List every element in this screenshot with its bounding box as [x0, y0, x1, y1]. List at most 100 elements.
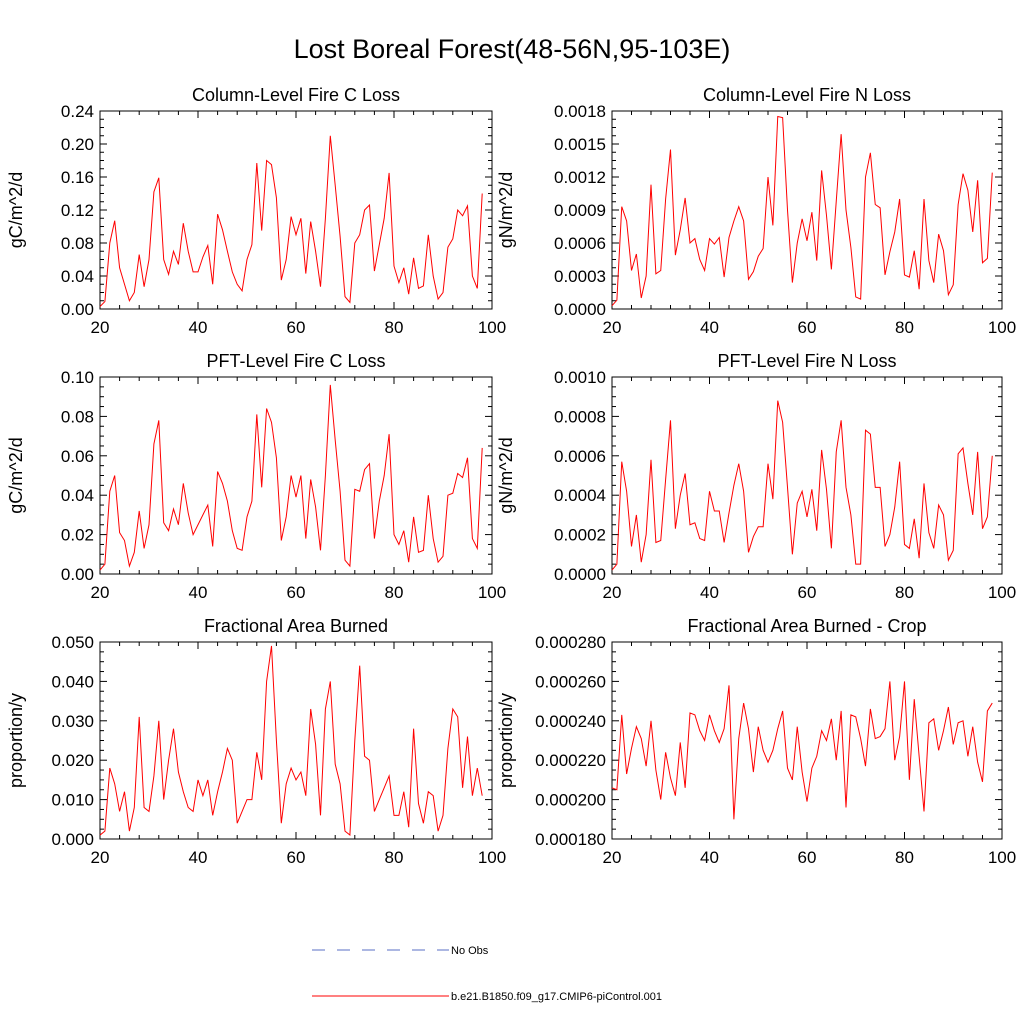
- chart-title: Fractional Area Burned - Crop: [687, 616, 926, 636]
- y-tick-label: 0.000260: [535, 672, 606, 691]
- chart-panel-6: Fractional Area Burned - Crop 20 40 60 80 100…: [496, 616, 1016, 867]
- x-tick-label: 20: [603, 848, 622, 867]
- chart-panel-1: Column-Level Fire C Loss 20 40 60 80 100 0.00 0…: [6, 85, 506, 337]
- y-tick-label: 0.00: [61, 565, 94, 584]
- plot-frame: [611, 110, 1003, 310]
- y-tick-label: 0.0015: [554, 135, 606, 154]
- y-tick-label: 0.06: [61, 447, 94, 466]
- y-tick-label: 0.0010: [554, 368, 606, 387]
- x-tick-label: 60: [287, 583, 306, 602]
- y-tick-label: 0.24: [61, 102, 94, 121]
- chart-title: Fractional Area Burned: [204, 616, 388, 636]
- y-tick-label: 0.0000: [554, 300, 606, 319]
- x-tick-label: 60: [798, 318, 817, 337]
- x-tick-label: 40: [189, 583, 208, 602]
- series-line: [611, 400, 993, 571]
- y-tick-label: 0.020: [51, 751, 94, 770]
- x-tick-label: 80: [895, 318, 914, 337]
- series-line: [611, 681, 993, 820]
- y-tick-label: 0.010: [51, 791, 94, 810]
- y-axis-label: proportion/y: [6, 693, 26, 788]
- y-tick-label: 0.000220: [535, 751, 606, 770]
- chart-panel-2: Column-Level Fire N Loss 20 40 60 80 100 0.000…: [496, 85, 1016, 337]
- y-axis-label: gN/m^2/d: [496, 172, 516, 248]
- x-tick-label: 60: [798, 848, 817, 867]
- chart-panel-3: PFT-Level Fire C Loss 20 40 60 80 100 0.00 0.02…: [6, 351, 506, 602]
- y-tick-label: 0.08: [61, 407, 94, 426]
- y-tick-label: 0.16: [61, 168, 94, 187]
- chart-panel-5: Fractional Area Burned 20 40 60 80 100 0.000 0.…: [6, 616, 506, 867]
- y-tick-label: 0.000200: [535, 791, 606, 810]
- y-tick-label: 0.000240: [535, 712, 606, 731]
- chart-title: PFT-Level Fire C Loss: [206, 351, 385, 371]
- plot-frame: [99, 110, 493, 310]
- y-tick-label: 0.000180: [535, 830, 606, 849]
- x-tick-label: 80: [895, 848, 914, 867]
- x-tick-label: 80: [385, 583, 404, 602]
- y-tick-label: 0.030: [51, 712, 94, 731]
- x-tick-label: 40: [700, 848, 719, 867]
- x-tick-label: 80: [385, 318, 404, 337]
- plot-frame: [611, 641, 1003, 840]
- x-tick-label: 100: [988, 318, 1016, 337]
- legend-label: b.e21.B1850.f09_g17.CMIP6-piControl.001: [451, 991, 662, 1003]
- x-tick-label: 40: [189, 318, 208, 337]
- y-tick-label: 0.050: [51, 633, 94, 652]
- y-tick-label: 0.0006: [554, 447, 606, 466]
- x-tick-label: 40: [189, 848, 208, 867]
- plot-frame: [611, 376, 1003, 575]
- series-line: [99, 135, 483, 307]
- y-axis-label: proportion/y: [496, 693, 516, 788]
- x-tick-label: 100: [478, 848, 506, 867]
- x-tick-label: 20: [91, 848, 110, 867]
- y-tick-label: 0.0008: [554, 407, 606, 426]
- chart-title: Column-Level Fire C Loss: [192, 85, 400, 105]
- y-tick-label: 0.0006: [554, 234, 606, 253]
- chart-title: PFT-Level Fire N Loss: [717, 351, 896, 371]
- y-tick-label: 0.0018: [554, 102, 606, 121]
- series-line: [99, 384, 483, 571]
- y-tick-label: 0.08: [61, 234, 94, 253]
- figure-title: Lost Boreal Forest(48-56N,95-103E): [293, 34, 731, 64]
- y-tick-label: 0.10: [61, 368, 94, 387]
- y-tick-label: 0.0004: [554, 486, 606, 505]
- legend: No Obs b.e21.B1850.f09_g17.CMIP6-piContro…: [312, 945, 662, 1003]
- y-axis-label: gN/m^2/d: [496, 437, 516, 513]
- x-tick-label: 80: [385, 848, 404, 867]
- y-tick-label: 0.02: [61, 526, 94, 545]
- x-tick-label: 20: [603, 318, 622, 337]
- y-tick-label: 0.0003: [554, 267, 606, 286]
- plot-frame: [99, 641, 493, 840]
- chart-title: Column-Level Fire N Loss: [703, 85, 911, 105]
- y-tick-label: 0.12: [61, 201, 94, 220]
- y-tick-label: 0.0002: [554, 526, 606, 545]
- x-tick-label: 60: [798, 583, 817, 602]
- x-tick-label: 60: [287, 848, 306, 867]
- x-tick-label: 100: [988, 583, 1016, 602]
- chart-panel-4: PFT-Level Fire N Loss 20 40 60 80 100 0.0000 0.…: [496, 351, 1016, 602]
- x-tick-label: 40: [700, 583, 719, 602]
- y-tick-label: 0.000280: [535, 633, 606, 652]
- x-tick-label: 20: [91, 583, 110, 602]
- x-tick-label: 100: [478, 318, 506, 337]
- x-tick-label: 40: [700, 318, 719, 337]
- legend-label: No Obs: [451, 945, 489, 957]
- y-tick-label: 0.040: [51, 672, 94, 691]
- y-tick-label: 0.0000: [554, 565, 606, 584]
- y-tick-label: 0.000: [51, 830, 94, 849]
- x-tick-label: 60: [287, 318, 306, 337]
- y-axis-label: gC/m^2/d: [6, 437, 26, 513]
- y-axis-label: gC/m^2/d: [6, 172, 26, 248]
- y-tick-label: 0.0012: [554, 168, 606, 187]
- y-tick-label: 0.00: [61, 300, 94, 319]
- x-tick-label: 20: [603, 583, 622, 602]
- y-tick-label: 0.0009: [554, 201, 606, 220]
- plot-frame: [99, 376, 493, 575]
- x-tick-label: 100: [478, 583, 506, 602]
- x-tick-label: 100: [988, 848, 1016, 867]
- series-line: [611, 115, 993, 307]
- y-tick-label: 0.04: [61, 486, 94, 505]
- x-tick-label: 20: [91, 318, 110, 337]
- y-tick-label: 0.20: [61, 135, 94, 154]
